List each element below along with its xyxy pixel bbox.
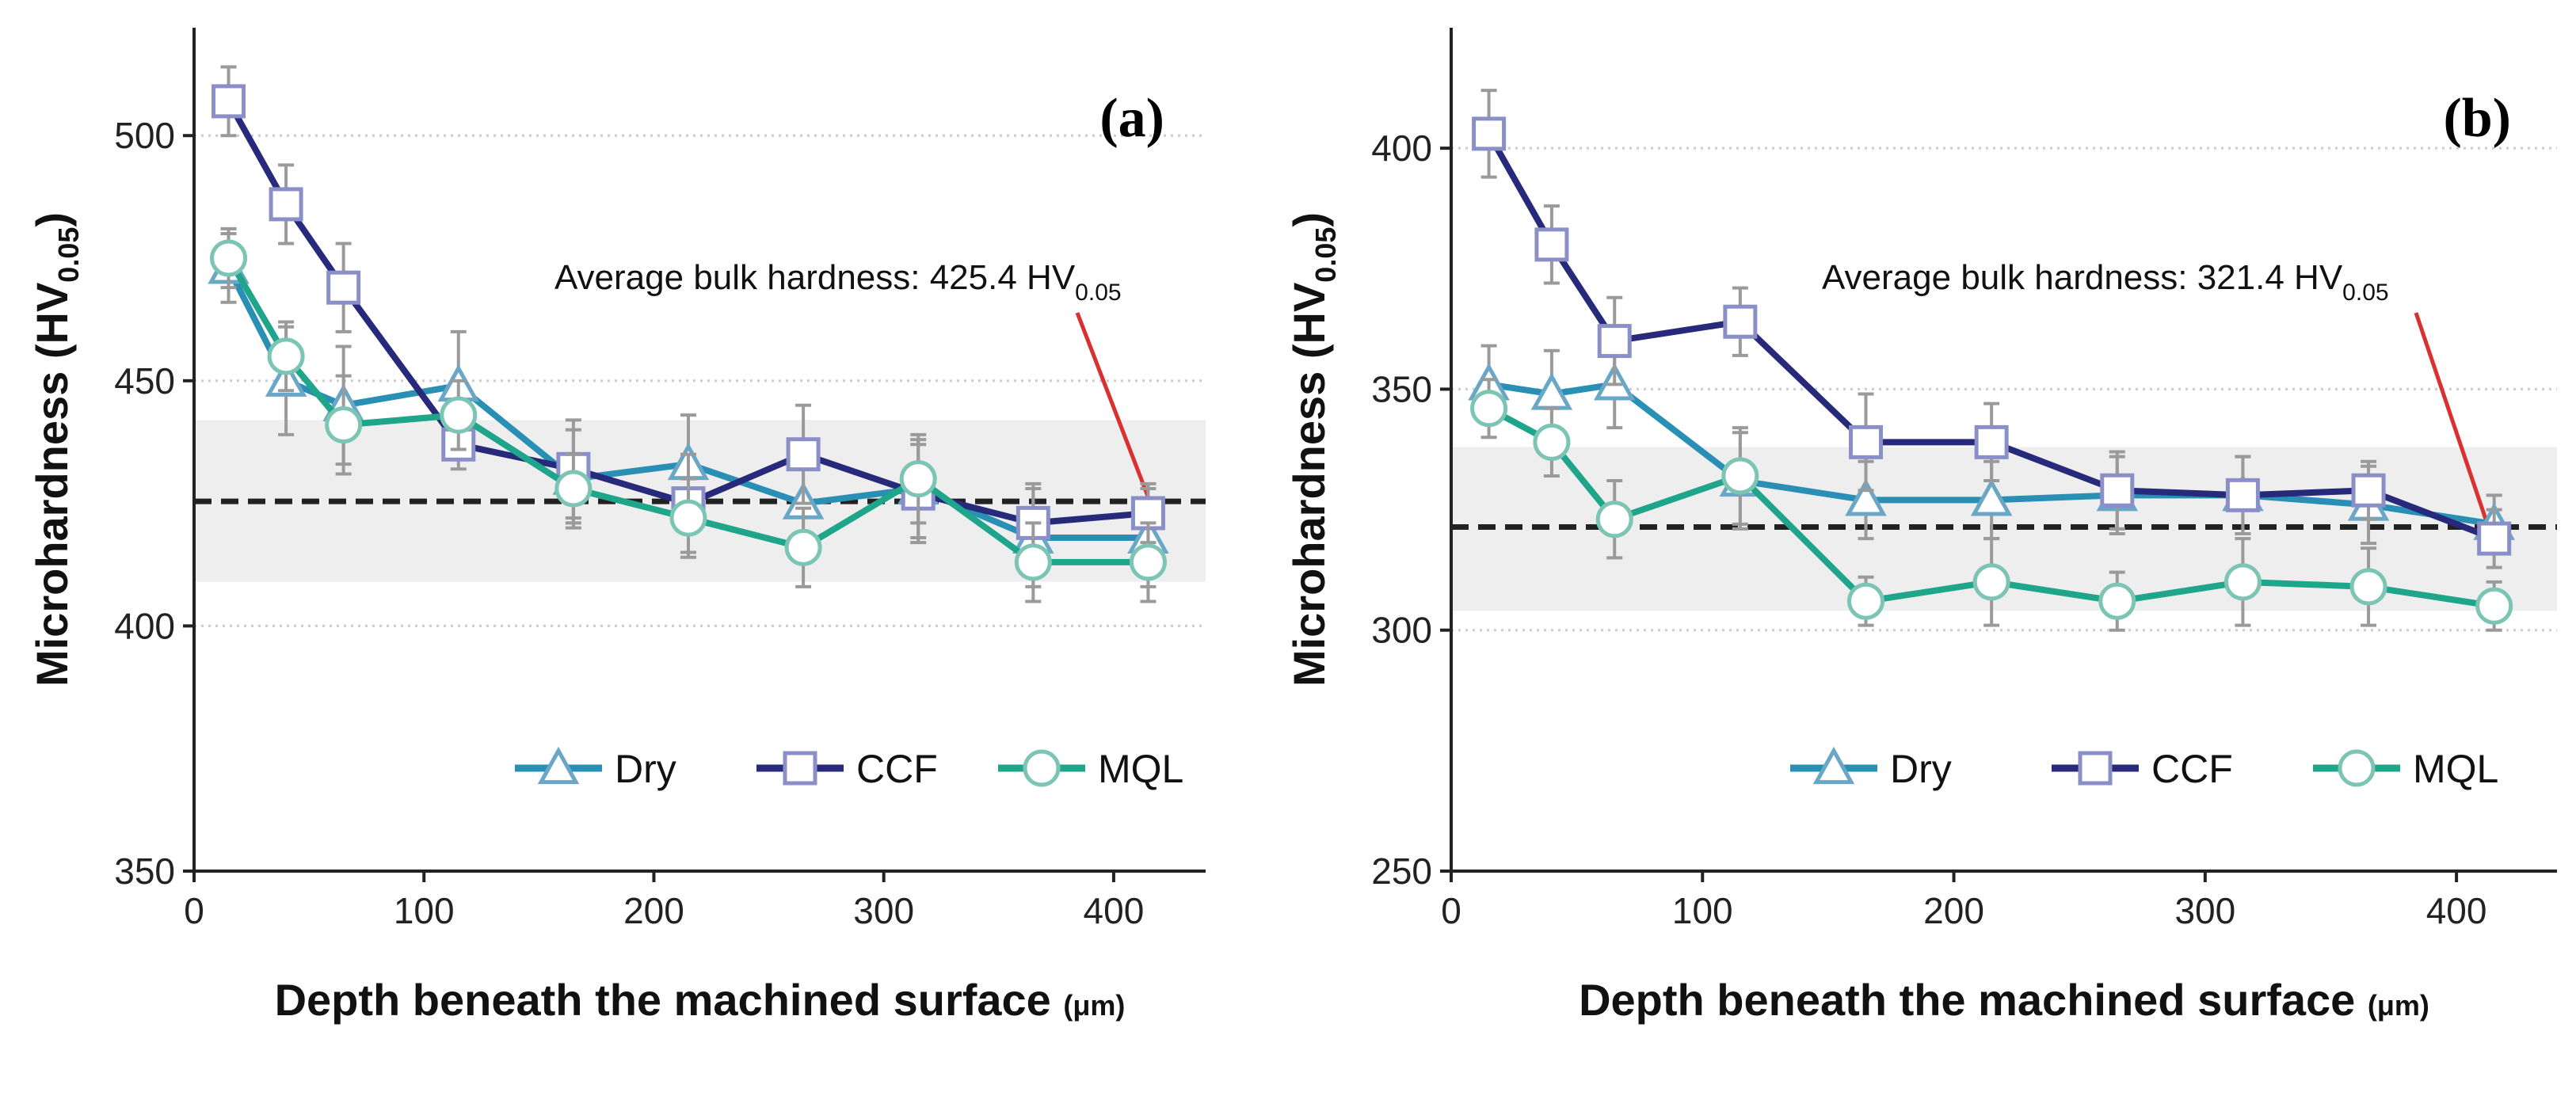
series-line: [226, 99, 1149, 527]
x-tick-label: 300: [2174, 890, 2235, 931]
legend-label-mql: MQL: [1098, 747, 1183, 791]
data-point: [1534, 227, 1569, 262]
legend-label-dry: Dry: [1890, 747, 1952, 791]
x-tick-label: 200: [1923, 890, 1984, 931]
data-point: [267, 337, 305, 375]
series-line: [226, 256, 1149, 565]
data-point: [2100, 473, 2135, 508]
data-point: [2224, 563, 2262, 601]
legend: Dry CCF MQL: [1790, 746, 2498, 791]
y-tick-label: 500: [114, 115, 175, 156]
legend-label-ccf: CCF: [856, 747, 938, 791]
legend-marker-dry: [537, 746, 580, 785]
data-point: [1721, 457, 1759, 495]
y-tick-label: 350: [114, 851, 175, 892]
legend-marker-mql: [2338, 749, 2376, 787]
y-tick-label: 350: [1371, 368, 1432, 409]
data-point: [326, 270, 361, 305]
legend-marker-dry: [1812, 746, 1855, 785]
data-point: [269, 187, 303, 222]
data-point: [1597, 324, 1632, 359]
data-point: [2225, 478, 2260, 512]
data-point: [325, 406, 363, 444]
data-point: [784, 528, 822, 566]
series-mql: [210, 226, 1167, 603]
data-point: [1972, 563, 2010, 601]
series-line: [1486, 131, 2496, 542]
data-point: [1845, 478, 1887, 516]
x-tick-label: 100: [394, 890, 455, 931]
legend-label-ccf: CCF: [2151, 747, 2233, 791]
x-tick-label: 200: [623, 890, 684, 931]
panel-label: (b): [2443, 88, 2511, 149]
legend-marker-ccf: [783, 751, 817, 786]
y-axis-title: Microhardness (HV0.05): [27, 212, 85, 687]
data-point: [2349, 568, 2387, 606]
panel-label: (a): [1099, 88, 1164, 149]
bulk-hardness-annotation: Average bulk hardness: 425.4 HV0.05: [554, 258, 1122, 306]
data-point: [786, 437, 821, 472]
legend-label-mql: MQL: [2413, 747, 2498, 791]
x-axis-title: Depth beneath the machined surface (μm): [275, 975, 1126, 1025]
data-point: [1847, 582, 1884, 620]
data-point: [2477, 521, 2512, 556]
annotation-arrow: [2414, 312, 2490, 525]
y-tick-label: 400: [1371, 127, 1432, 169]
data-point: [1470, 390, 1508, 428]
x-tick-label: 0: [1441, 890, 1461, 931]
legend-marker-mql: [1023, 749, 1061, 787]
x-tick-label: 400: [2426, 890, 2487, 931]
x-tick-label: 100: [1672, 890, 1733, 931]
data-point: [2098, 582, 2136, 620]
data-point: [2351, 473, 2386, 508]
y-tick-label: 250: [1371, 851, 1432, 892]
y-tick-label: 450: [114, 360, 175, 401]
data-point: [1129, 543, 1167, 581]
data-point: [1970, 478, 2013, 516]
x-axis-title: Depth beneath the machined surface (μm): [1579, 975, 2429, 1025]
x-tick-label: 0: [184, 890, 204, 931]
data-point: [1849, 424, 1883, 459]
annotation-arrow: [1075, 312, 1151, 500]
legend: Dry CCF MQL: [515, 746, 1183, 791]
data-point: [899, 460, 937, 498]
legend-marker-ccf: [2078, 751, 2113, 786]
panel-a: 0 100 200 300 400 350 400 450 500 Depth beneath t…: [27, 28, 1206, 1025]
series-mql: [1470, 378, 2513, 632]
data-point: [1533, 423, 1571, 461]
series-line: [1487, 405, 2495, 610]
data-point: [211, 84, 246, 119]
data-point: [1014, 543, 1052, 581]
data-point: [2475, 587, 2513, 625]
legend-label-dry: Dry: [615, 747, 676, 791]
data-point: [554, 470, 593, 508]
bulk-hardness-annotation: Average bulk hardness: 321.4 HV0.05: [1822, 258, 2389, 306]
data-point: [1974, 424, 2009, 459]
y-tick-label: 400: [114, 605, 175, 646]
panel-b: 0 100 200 300 400 250 300 350 400 Depth beneath t…: [1284, 28, 2557, 1025]
data-point: [669, 499, 707, 537]
y-tick-label: 300: [1371, 610, 1432, 651]
data-point: [210, 239, 248, 277]
data-point: [1595, 500, 1633, 538]
data-point: [1723, 304, 1758, 339]
series-ccf: [1472, 89, 2512, 569]
series-line: [1488, 381, 2495, 527]
data-point: [440, 396, 478, 434]
x-tick-label: 400: [1084, 890, 1145, 931]
x-tick-label: 300: [853, 890, 914, 931]
y-axis-title: Microhardness (HV0.05): [1284, 212, 1342, 687]
data-point: [1472, 116, 1507, 151]
